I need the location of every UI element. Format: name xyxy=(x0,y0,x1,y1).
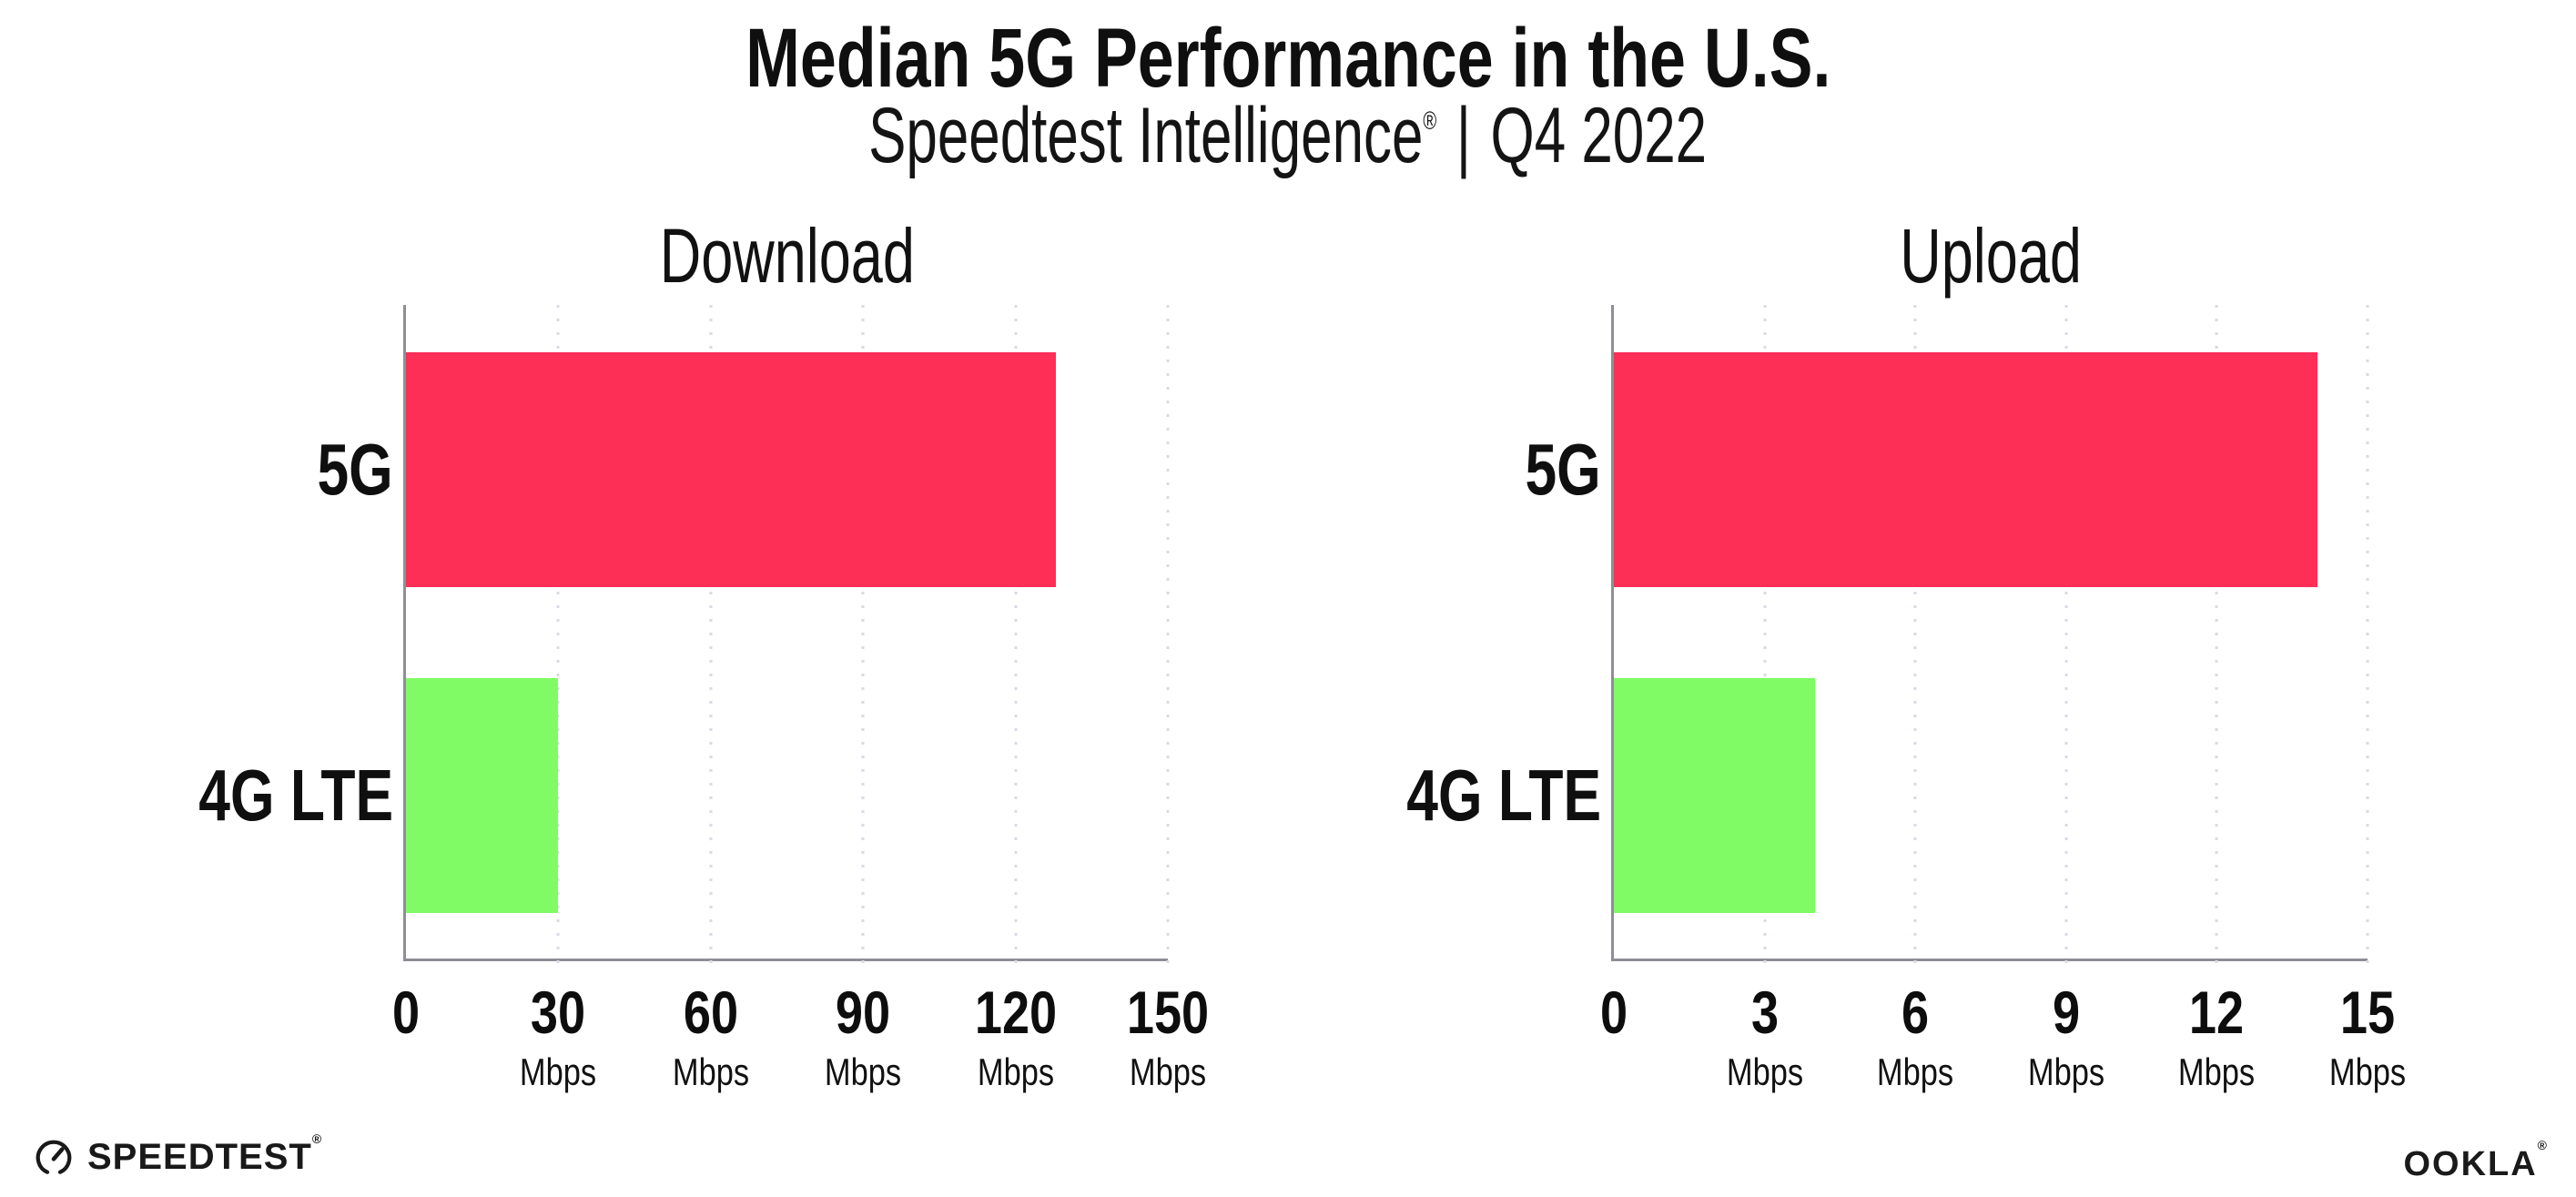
page-subtitle: Speedtest Intelligence® | Q4 2022 xyxy=(0,93,2576,179)
x-tick: 0 xyxy=(392,982,420,1042)
category-label-4g-lte: 4G LTE xyxy=(1406,755,1601,836)
registered-trademark-icon: ® xyxy=(1423,107,1437,136)
x-tick-value: 3 xyxy=(1750,979,1779,1046)
x-tick: 15 Mbps xyxy=(2329,982,2406,1091)
x-tick-value: 6 xyxy=(1902,979,1930,1046)
x-tick: 3 Mbps xyxy=(1726,982,1802,1091)
gridline xyxy=(2064,305,2068,973)
gridline xyxy=(1014,305,1018,973)
gridline xyxy=(709,305,713,973)
category-label-5g: 5G xyxy=(1525,429,1601,510)
gridline xyxy=(2215,305,2218,973)
x-tick-unit: Mbps xyxy=(2328,1050,2407,1093)
x-tick: 150 Mbps xyxy=(1127,982,1209,1091)
bar-4g-lte-download xyxy=(406,678,559,913)
x-tick-unit: Mbps xyxy=(1726,1050,1803,1093)
download-chart-heading: Download xyxy=(406,218,1168,294)
speedtest-logo: SPEEDTEST® xyxy=(33,1131,323,1178)
ookla-logo: OOKLA® xyxy=(2403,1139,2549,1183)
gridline xyxy=(1763,305,1767,973)
bar-4g-lte-upload xyxy=(1614,678,1815,913)
upload-chart-plot-area: Upload 5G 4G LTE 0 3 Mbps 6 Mbps 9 Mbps 12 Mbps 1… xyxy=(1406,218,2406,1091)
x-tick: 120 Mbps xyxy=(974,982,1056,1091)
x-tick: 90 Mbps xyxy=(825,982,901,1091)
gridline xyxy=(1913,305,1917,973)
ookla-trademark-icon: ® xyxy=(2537,1138,2549,1153)
page-subtitle-text: Speedtest Intelligence® | Q4 2022 xyxy=(868,93,1707,179)
x-axis-tick-labels: 0 3 Mbps 6 Mbps 9 Mbps 12 Mbps 15 Mbps xyxy=(1600,959,2406,1122)
x-tick-unit: Mbps xyxy=(977,1050,1054,1093)
gridline xyxy=(861,305,865,973)
x-tick-value: 120 xyxy=(974,979,1057,1046)
page-title: Median 5G Performance in the U.S. xyxy=(0,15,2576,103)
x-tick-value: 60 xyxy=(683,979,738,1046)
speedtest-logo-text: SPEEDTEST® xyxy=(87,1131,323,1177)
x-tick: 6 Mbps xyxy=(1877,982,1953,1091)
x-tick: 0 xyxy=(1600,982,1628,1042)
bar-5g-download xyxy=(406,352,1057,587)
category-label-5g: 5G xyxy=(317,429,393,510)
speedtest-gauge-icon xyxy=(35,1140,72,1174)
x-tick-unit: Mbps xyxy=(672,1050,749,1093)
x-tick-unit: Mbps xyxy=(1129,1050,1207,1093)
x-tick: 12 Mbps xyxy=(2178,982,2255,1091)
x-tick-value: 9 xyxy=(2052,979,2080,1046)
subtitle-period: Q4 2022 xyxy=(1490,92,1708,179)
x-tick-value: 0 xyxy=(391,979,421,1046)
x-tick-unit: Mbps xyxy=(2027,1050,2104,1093)
ookla-logo-text: OOKLA xyxy=(2403,1145,2538,1183)
x-tick-unit: Mbps xyxy=(1877,1050,1954,1093)
category-label-4g-lte: 4G LTE xyxy=(198,755,393,836)
upload-chart-heading-text: Upload xyxy=(1900,213,2082,299)
x-tick-value: 0 xyxy=(1599,979,1628,1046)
download-chart-plot-area: Download 5G 4G LTE 0 30 Mbps 60 Mbps 90 Mbps 12… xyxy=(198,218,1209,1091)
x-tick-value: 12 xyxy=(2189,979,2245,1046)
page-title-text: Median 5G Performance in the U.S. xyxy=(745,12,1831,105)
upload-chart-heading: Upload xyxy=(1614,218,2368,294)
x-tick-value: 90 xyxy=(836,979,891,1046)
x-tick: 30 Mbps xyxy=(520,982,596,1091)
bar-5g-upload xyxy=(1614,352,2317,587)
speedtest-trademark-icon: ® xyxy=(311,1131,323,1146)
x-tick-unit: Mbps xyxy=(825,1050,902,1093)
x-tick-value: 30 xyxy=(531,979,586,1046)
gridline xyxy=(1166,305,1170,973)
x-tick: 9 Mbps xyxy=(2028,982,2104,1091)
x-tick-unit: Mbps xyxy=(2178,1050,2256,1093)
download-chart-heading-text: Download xyxy=(659,213,915,299)
x-tick-value: 150 xyxy=(1126,979,1210,1046)
x-tick-value: 15 xyxy=(2339,979,2396,1046)
x-tick-unit: Mbps xyxy=(520,1050,597,1093)
subtitle-separator: | xyxy=(1456,92,1472,179)
subtitle-brand: Speedtest Intelligence xyxy=(868,92,1424,179)
x-axis-tick-labels: 0 30 Mbps 60 Mbps 90 Mbps 120 Mbps 150 Mbps xyxy=(392,959,1209,1122)
gridline xyxy=(556,305,560,973)
x-tick: 60 Mbps xyxy=(673,982,749,1091)
gridline xyxy=(2366,305,2369,973)
